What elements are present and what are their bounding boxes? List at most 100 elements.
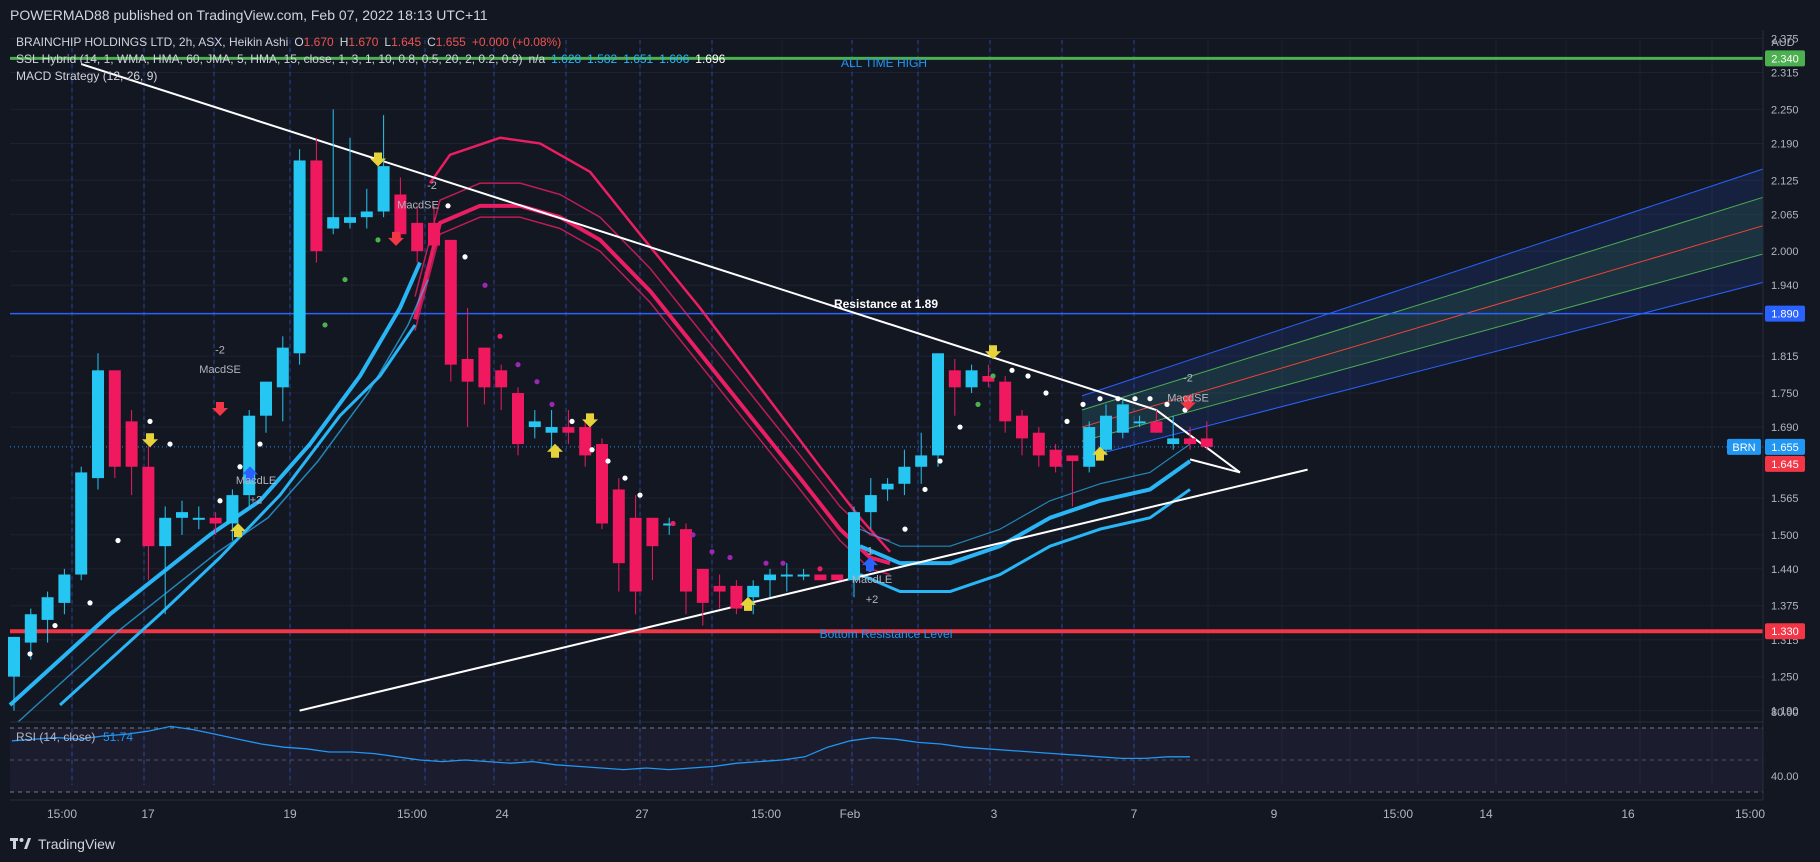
- candle-body[interactable]: [1032, 432, 1045, 456]
- resistance-annotation[interactable]: Resistance at 1.89: [834, 297, 938, 311]
- candle-body[interactable]: [747, 585, 760, 598]
- candle-body[interactable]: [512, 393, 524, 445]
- candle-body[interactable]: [915, 455, 928, 467]
- candle-body[interactable]: [8, 636, 20, 677]
- candle-body[interactable]: [881, 483, 894, 490]
- candle-body[interactable]: [495, 370, 508, 388]
- chart-legend: BRAINCHIP HOLDINGS LTD, 2h, ASX, Heikin …: [16, 34, 725, 85]
- ath-annotation[interactable]: ALL TIME HIGH: [841, 56, 927, 70]
- candle-body[interactable]: [461, 358, 474, 382]
- buy-arrow-icon: [547, 443, 563, 458]
- price-tick-label: 2.065: [1771, 209, 1799, 221]
- psar-dot: [763, 560, 769, 566]
- candle-body[interactable]: [226, 495, 239, 524]
- buy-arrow-icon: [740, 596, 756, 611]
- candle-body[interactable]: [327, 217, 340, 229]
- bottom-annotation[interactable]: Bottom Resistance Level: [820, 627, 953, 641]
- candle-body[interactable]: [1167, 438, 1180, 445]
- candle-body[interactable]: [864, 495, 877, 513]
- symbol-title[interactable]: BRAINCHIP HOLDINGS LTD, 2h, ASX, Heikin …: [16, 35, 289, 49]
- candle-body[interactable]: [932, 353, 944, 456]
- candle-body[interactable]: [848, 512, 860, 581]
- macd-long-arrow-icon: [862, 557, 878, 572]
- trendline-descending[interactable]: [80, 63, 1157, 411]
- candle-body[interactable]: [293, 160, 306, 354]
- candle-body[interactable]: [159, 517, 172, 547]
- candle-body[interactable]: [24, 614, 37, 643]
- candle-body[interactable]: [579, 427, 592, 456]
- candle-body[interactable]: [730, 585, 743, 609]
- candle-body[interactable]: [1184, 438, 1196, 445]
- candle-body[interactable]: [764, 574, 776, 581]
- candle-body[interactable]: [176, 512, 188, 518]
- candle-body[interactable]: [92, 370, 104, 479]
- candle-body[interactable]: [713, 585, 726, 592]
- candle-body[interactable]: [260, 381, 272, 416]
- resistance-price-badge: 1.890: [1771, 309, 1799, 321]
- time-tick-label: Feb: [840, 807, 861, 821]
- candle-body[interactable]: [310, 160, 323, 252]
- candle-body[interactable]: [276, 347, 289, 388]
- candle-body[interactable]: [663, 523, 676, 526]
- candle-body[interactable]: [780, 574, 793, 577]
- candle-body[interactable]: [377, 166, 390, 212]
- candle-body[interactable]: [1066, 455, 1079, 462]
- candle-body[interactable]: [1100, 415, 1112, 450]
- candle-body[interactable]: [142, 466, 155, 547]
- candle-body[interactable]: [831, 574, 844, 581]
- candle-body[interactable]: [797, 574, 810, 577]
- candle-body[interactable]: [545, 427, 558, 433]
- candle-body[interactable]: [444, 239, 457, 365]
- brand-name[interactable]: TradingView: [38, 836, 116, 852]
- candle-body[interactable]: [1049, 449, 1062, 467]
- candle-body[interactable]: [209, 517, 222, 524]
- trendline-descending-ext[interactable]: [1155, 409, 1241, 474]
- candle-body[interactable]: [528, 421, 541, 428]
- candle-body[interactable]: [58, 574, 71, 603]
- candle-body[interactable]: [360, 211, 373, 218]
- macd-indicator-label[interactable]: MACD Strategy (12, 26, 9): [16, 69, 158, 83]
- candle-body[interactable]: [562, 427, 575, 433]
- price-tick-label: 1.500: [1771, 530, 1799, 542]
- psar-dot: [147, 418, 153, 424]
- psar-dot: [637, 492, 643, 498]
- candle-body[interactable]: [898, 466, 911, 484]
- candle-body[interactable]: [1116, 404, 1129, 433]
- candle-body[interactable]: [696, 568, 709, 603]
- candle-body[interactable]: [1083, 427, 1096, 467]
- candle-body[interactable]: [344, 217, 356, 223]
- candle-body[interactable]: [680, 529, 692, 592]
- ssl-indicator-label[interactable]: SSL Hybrid (14, 1, WMA, HMA, 60, JMA, 5,…: [16, 52, 523, 66]
- price-axis[interactable]: [1763, 30, 1820, 832]
- candle-body[interactable]: [814, 574, 827, 581]
- candle-body[interactable]: [1016, 415, 1028, 439]
- psar-dot: [922, 486, 928, 493]
- candle-body[interactable]: [478, 347, 491, 388]
- candle-body[interactable]: [612, 489, 625, 564]
- rsi-line[interactable]: [11, 725, 1190, 771]
- candle-body[interactable]: [982, 376, 995, 382]
- candle-body[interactable]: [596, 444, 608, 524]
- candle-body[interactable]: [629, 517, 642, 592]
- trendline-ascending[interactable]: [299, 468, 1308, 712]
- candle-body[interactable]: [125, 421, 138, 467]
- candle-body[interactable]: [1150, 421, 1163, 433]
- candle-body[interactable]: [75, 472, 88, 575]
- rsi-label[interactable]: RSI (14, close): [16, 730, 95, 744]
- candle-body[interactable]: [394, 194, 407, 235]
- psar-dot: [217, 498, 223, 504]
- candle-body[interactable]: [948, 370, 961, 388]
- candle-body[interactable]: [108, 370, 121, 467]
- candle-body[interactable]: [428, 222, 440, 246]
- candle-body[interactable]: [646, 517, 659, 547]
- psar-dot: [1025, 373, 1031, 379]
- candle-body[interactable]: [999, 381, 1012, 422]
- candle-body[interactable]: [1133, 421, 1146, 424]
- candle-body[interactable]: [965, 370, 978, 388]
- candle-body[interactable]: [41, 597, 54, 620]
- candle-body[interactable]: [1200, 438, 1213, 447]
- candle-body[interactable]: [411, 222, 424, 252]
- trendline-apex[interactable]: [1189, 458, 1241, 474]
- candle-body[interactable]: [192, 517, 205, 520]
